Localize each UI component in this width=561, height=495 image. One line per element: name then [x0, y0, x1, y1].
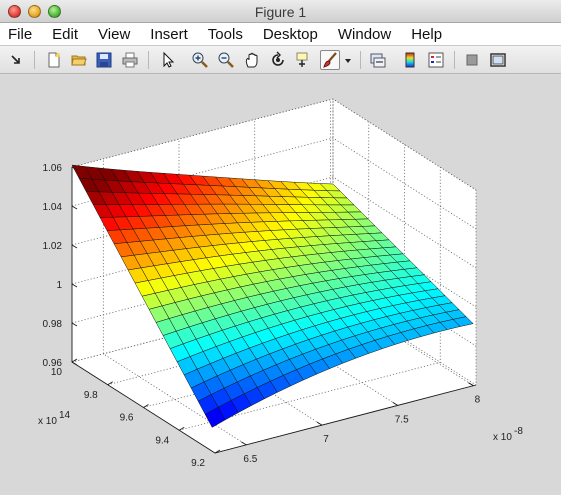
menu-insert[interactable]: Insert [150, 25, 188, 43]
minimize-window-button[interactable] [28, 5, 41, 18]
window-title: Figure 1 [254, 4, 307, 20]
menu-desktop[interactable]: Desktop [262, 25, 318, 43]
y-tick-mark [214, 449, 221, 454]
window-titlebar: Figure 1 [0, 0, 561, 23]
z-tick-label: 0.96 [43, 358, 63, 369]
y-tick-label: 9.2 [191, 458, 205, 469]
surface-patch [204, 406, 226, 428]
brush-dropdown-icon[interactable] [342, 50, 354, 70]
z-tick-mark [71, 283, 78, 288]
axis-labels: 0.96 0.98 1 1.02 1.04 1.06 9.2 9.4 9.6 9.8 10 6.5 7 7… [38, 163, 523, 469]
figure-toolbar [0, 46, 561, 74]
z-tick-mark [71, 205, 78, 210]
dock-icon[interactable] [488, 50, 508, 70]
link-icon[interactable] [368, 50, 388, 70]
legend-icon[interactable] [426, 50, 446, 70]
x-tick-mark [468, 382, 474, 387]
y-tick-label: 9.4 [155, 435, 169, 446]
z-tick-label: 1.04 [43, 202, 63, 213]
x-tick-label: 8 [475, 395, 481, 406]
z-tick-mark [71, 361, 78, 366]
new-figure-icon[interactable] [44, 50, 64, 70]
y-tick-label: 10 [51, 367, 63, 378]
x-tick-label: 6.5 [243, 454, 257, 465]
y-exponent-power: 14 [59, 410, 71, 421]
toolbar-separator [454, 51, 455, 69]
rotate-icon[interactable] [268, 50, 288, 70]
menu-window[interactable]: Window [337, 25, 392, 43]
close-window-button[interactable] [8, 5, 21, 18]
save-icon[interactable] [94, 50, 114, 70]
z-tick-label: 1.06 [43, 163, 63, 174]
y-tick-mark [179, 426, 185, 431]
zoom-in-icon[interactable] [190, 50, 210, 70]
colorbar-icon[interactable] [400, 50, 420, 70]
y-tick-mark [143, 404, 149, 408]
y-gridline [179, 167, 441, 431]
print-icon[interactable] [120, 50, 140, 70]
z-tick-label: 0.98 [43, 319, 63, 330]
z-tick-mark [71, 244, 78, 249]
data-cursor-icon[interactable] [294, 50, 314, 70]
y-tick-mark [71, 358, 78, 363]
menu-help[interactable]: Help [411, 25, 443, 43]
y-tick-label: 9.8 [84, 390, 98, 401]
arrow-icon[interactable] [6, 50, 26, 70]
z-tick-label: 1.02 [43, 241, 63, 252]
maximize-window-button[interactable] [48, 5, 61, 18]
pan-icon[interactable] [242, 50, 262, 70]
x-tick-label: 7 [323, 434, 329, 445]
y-tick-label: 9.6 [120, 413, 134, 424]
x-exponent-power: -8 [514, 426, 523, 437]
surface-plot[interactable]: 0.96 0.98 1 1.02 1.04 1.06 9.2 9.4 9.6 9.8 10 6.5 7 7… [0, 75, 561, 495]
zoom-out-icon[interactable] [216, 50, 236, 70]
pointer-icon[interactable] [158, 50, 178, 70]
x-tick-mark [241, 441, 247, 446]
toolbar-separator [360, 51, 361, 69]
box-top-edge [71, 98, 477, 191]
brush-icon[interactable] [320, 50, 340, 70]
y-exponent-label: x 10 [38, 416, 57, 427]
menu-view[interactable]: View [98, 25, 131, 43]
menu-bar: File Edit View Insert Tools Desktop Wind… [0, 23, 561, 46]
toolbar-separator [34, 51, 35, 69]
x-tick-mark [392, 402, 398, 406]
x-tick-mark [316, 421, 323, 426]
y-tick-mark [107, 381, 113, 386]
x-tick-label: 7.5 [395, 414, 409, 425]
z-tick-mark [71, 322, 78, 327]
hide-tools-icon[interactable] [462, 50, 482, 70]
toolbar-separator [148, 51, 149, 69]
x-exponent-label: x 10 [493, 432, 512, 443]
open-icon[interactable] [69, 50, 89, 70]
menu-edit[interactable]: Edit [52, 25, 79, 43]
z-tick-label: 1 [56, 280, 62, 291]
z-tick-mark [71, 166, 78, 171]
menu-file[interactable]: File [8, 25, 33, 43]
menu-tools[interactable]: Tools [207, 25, 243, 43]
figure-canvas[interactable]: 0.96 0.98 1 1.02 1.04 1.06 9.2 9.4 9.6 9.8 10 6.5 7 7… [0, 75, 561, 495]
surface-mesh [71, 164, 474, 428]
